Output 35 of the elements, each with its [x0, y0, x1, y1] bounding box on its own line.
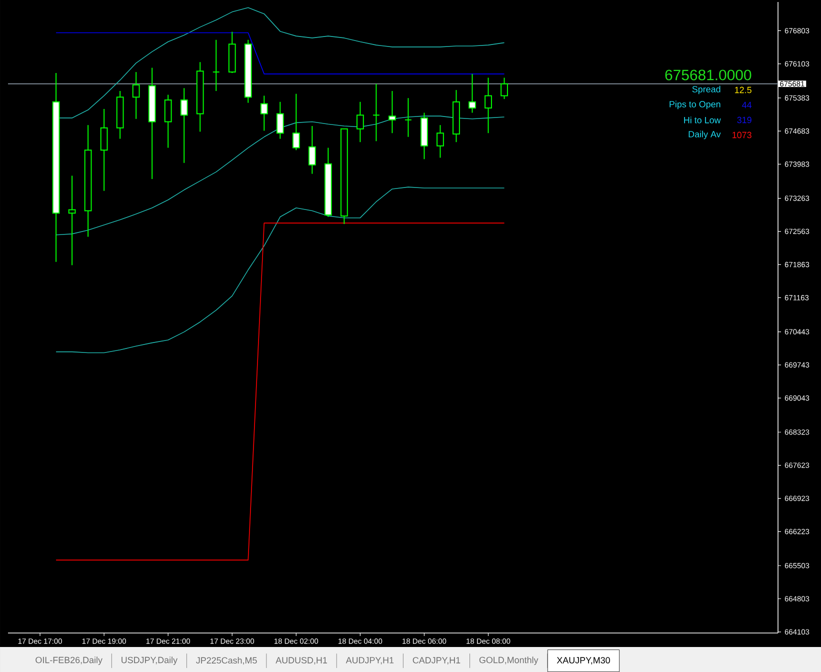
text: AUDUSD,H1 — [276, 657, 327, 664]
text: 319 — [737, 116, 752, 124]
text: 12.5 — [735, 86, 752, 94]
text: 1073 — [732, 132, 752, 138]
text: XAUJPY,M30 — [556, 657, 610, 664]
candlestick — [500, 77, 508, 100]
candlestick — [356, 101, 364, 143]
text: USDJPY,Daily — [122, 656, 178, 665]
candlestick — [260, 95, 268, 132]
text: Spread — [692, 86, 720, 94]
text: 675681.0000 — [665, 70, 752, 80]
text: GOLD,Monthly — [479, 656, 538, 665]
candlestick — [436, 124, 444, 158]
text: 44 — [742, 102, 752, 108]
candlestick — [100, 108, 108, 192]
text: CADJPY,H1 — [412, 657, 460, 664]
text: OIL-FEB26,Daily — [36, 656, 102, 665]
text: JP225Cash,M5 — [196, 656, 257, 665]
candlestick — [68, 175, 76, 266]
candlestick — [372, 83, 380, 142]
candlestick — [132, 72, 140, 120]
text: Daily Av — [688, 130, 721, 140]
text: Hi to Low — [684, 116, 721, 124]
candlestick — [308, 126, 316, 174]
candlestick — [212, 39, 220, 92]
candlestick — [164, 94, 172, 148]
candlestick — [292, 93, 300, 151]
candlestick — [388, 90, 396, 134]
candlestick — [276, 101, 284, 140]
candlestick — [484, 77, 492, 134]
text: AUDJPY,H1 — [346, 657, 394, 664]
text: Pips to Open — [670, 100, 720, 110]
candlestick — [404, 98, 412, 138]
candlestick — [180, 88, 188, 164]
candlestick — [468, 73, 476, 114]
